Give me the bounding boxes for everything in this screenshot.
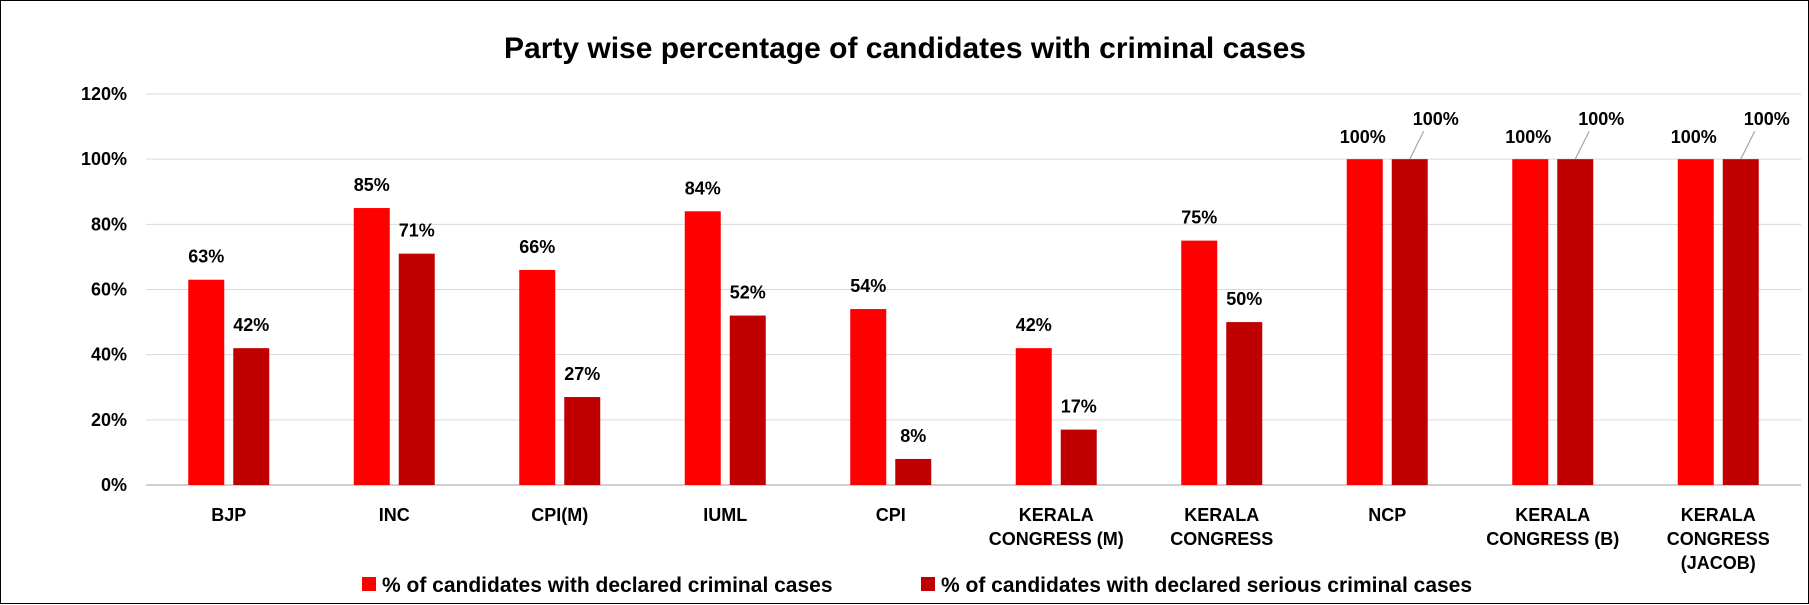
data-label: 52% — [730, 283, 766, 303]
leader-line — [1740, 130, 1756, 160]
y-tick-label: 120% — [81, 84, 127, 104]
y-tick-label: 20% — [91, 410, 127, 430]
x-tick-label: CONGRESS — [1667, 529, 1770, 549]
y-tick-label: 0% — [101, 475, 127, 495]
x-tick-label: CONGRESS (M) — [989, 529, 1124, 549]
bar-serious-criminal-cases — [233, 348, 270, 485]
bar-serious-criminal-cases — [895, 458, 932, 485]
bar-serious-criminal-cases — [1060, 429, 1097, 485]
bar-serious-criminal-cases — [1557, 159, 1594, 485]
data-label: 27% — [564, 364, 600, 384]
data-label: 100% — [1505, 127, 1551, 147]
bars — [188, 159, 1759, 486]
data-label: 8% — [900, 426, 926, 446]
data-label: 71% — [399, 221, 435, 241]
y-tick-label: 80% — [91, 214, 127, 234]
data-label: 84% — [685, 178, 721, 198]
bar-criminal-cases — [188, 279, 225, 485]
y-tick-label: 40% — [91, 345, 127, 365]
x-tick-label: IUML — [703, 505, 747, 525]
data-label: 17% — [1061, 397, 1097, 417]
data-label: 100% — [1671, 127, 1717, 147]
data-label: 50% — [1226, 289, 1262, 309]
gridlines — [146, 93, 1801, 486]
data-labels: 63% 42% 85% 71% 66% 27% 84% 52% 54% 8% 42% 17% 75% 50… — [188, 109, 1790, 446]
data-label: 66% — [519, 237, 555, 257]
data-label: 100% — [1744, 109, 1790, 129]
data-label: 42% — [233, 315, 269, 335]
bar-criminal-cases — [353, 208, 390, 485]
legend: % of candidates with declared criminal c… — [362, 574, 1472, 597]
bar-serious-criminal-cases — [398, 253, 435, 485]
data-label: 63% — [188, 247, 224, 267]
bar-serious-criminal-cases — [1391, 159, 1428, 485]
data-label: 54% — [850, 276, 886, 296]
x-tick-label: CONGRESS — [1170, 529, 1273, 549]
bar-criminal-cases — [1015, 348, 1052, 485]
bar-criminal-cases — [1677, 159, 1714, 485]
bar-criminal-cases — [1512, 159, 1549, 485]
chart-title: Party wise percentage of candidates with… — [504, 32, 1306, 65]
data-label: 42% — [1016, 315, 1052, 335]
legend-swatch-criminal — [362, 577, 376, 591]
x-tick-label: CPI(M) — [531, 505, 588, 525]
x-tick-label: NCP — [1368, 505, 1406, 525]
bar-criminal-cases — [1346, 159, 1383, 485]
x-tick-label: (JACOB) — [1681, 553, 1756, 573]
x-axis-ticks: BJP INC CPI(M) IUML CPI KERALA CONGRESS (M) KER… — [211, 505, 1770, 573]
data-label: 100% — [1413, 109, 1459, 129]
bar-serious-criminal-cases — [729, 315, 766, 485]
y-tick-label: 100% — [81, 149, 127, 169]
x-tick-label: CPI — [876, 505, 906, 525]
data-label: 100% — [1578, 109, 1624, 129]
bar-criminal-cases — [850, 309, 887, 485]
x-tick-label: KERALA — [1681, 505, 1756, 525]
x-tick-label: KERALA — [1515, 505, 1590, 525]
bar-serious-criminal-cases — [1226, 322, 1263, 485]
legend-label: % of candidates with declared criminal c… — [382, 574, 833, 597]
legend-label: % of candidates with declared serious cr… — [941, 574, 1472, 597]
data-label: 75% — [1181, 208, 1217, 228]
leader-line — [1574, 130, 1590, 160]
x-tick-label: INC — [379, 505, 410, 525]
bar-criminal-cases — [519, 269, 556, 485]
x-tick-label: BJP — [211, 505, 246, 525]
leader-line — [1409, 130, 1425, 160]
x-tick-label: KERALA — [1184, 505, 1259, 525]
legend-swatch-serious — [921, 577, 935, 591]
y-axis-ticks: 0% 20% 40% 60% 80% 100% 120% — [81, 84, 127, 495]
bar-criminal-cases — [1181, 240, 1218, 485]
x-tick-label: KERALA — [1019, 505, 1094, 525]
bar-serious-criminal-cases — [1722, 159, 1759, 485]
y-tick-label: 60% — [91, 280, 127, 300]
x-tick-label: CONGRESS (B) — [1486, 529, 1619, 549]
bar-serious-criminal-cases — [564, 397, 601, 485]
data-label: 100% — [1340, 127, 1386, 147]
bar-criminal-cases — [684, 211, 721, 486]
data-label: 85% — [354, 175, 390, 195]
